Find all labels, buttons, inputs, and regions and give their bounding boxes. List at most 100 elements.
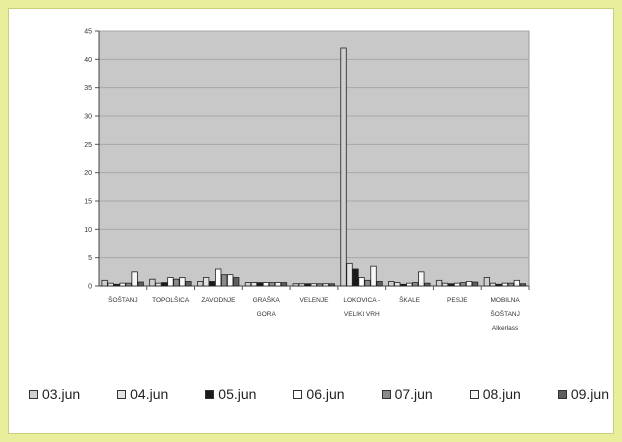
legend-item: 07.jun [381,386,433,402]
x-tick-label: ŠOŠTANJ [490,309,520,318]
y-tick-label: 45 [84,29,92,36]
bar [459,282,467,287]
bar [167,277,174,287]
bar [131,271,138,287]
legend-swatch [469,389,479,399]
x-tick-label: GORA [257,311,277,318]
bar [412,282,419,287]
y-tick-label: 40 [84,57,92,64]
bar [519,283,527,287]
legend-item: 03.jun [29,386,80,402]
x-tick-label: GRAŠKA [253,295,281,304]
bar [215,268,222,287]
bar [328,283,335,287]
legend-label: 05.jun [218,386,257,402]
bar [346,262,353,287]
bar [227,274,234,287]
bar [233,277,240,287]
bar [274,282,282,287]
bar [268,282,276,287]
x-tick-label: ŠKALE [399,295,421,304]
y-tick-label: 10 [84,227,92,234]
bar [119,282,126,287]
bar [316,283,323,287]
bar [471,281,479,287]
legend-label: 04.jun [130,386,169,402]
bar [513,279,521,287]
x-tick-label: VELENJE [300,297,330,304]
bar [155,282,162,287]
bar [113,283,120,287]
bar [179,277,186,287]
legend-swatch [205,389,215,399]
chart-panel: 0 5 10 15 20 25 30 35 40 45 ŠOŠTANJ TOPOLŠICA ZAVODN… [8,8,614,434]
bar [418,271,425,287]
bar [310,283,317,287]
bar [149,278,156,287]
bar [298,283,305,287]
bar [209,281,216,287]
y-tick-label: 5 [88,255,92,262]
bar-chart: 0 5 10 15 20 25 30 35 40 45 ŠOŠTANJ TOPOLŠICA ZAVODN… [84,29,530,332]
legend-swatch [293,389,303,399]
bar [501,282,509,287]
bar [107,282,114,287]
legend-label: 06.jun [306,386,345,402]
bar [400,283,407,287]
bar [388,281,395,287]
x-tick-label: TOPOLŠICA [152,295,190,304]
y-tick-label: 15 [84,199,92,206]
bar [447,283,455,287]
bar [364,279,371,287]
bar [221,274,228,287]
legend-swatch [29,389,38,399]
bar [244,282,252,287]
legend-item: 08.jun [469,386,521,402]
legend-label: 09.jun [570,386,609,402]
bar [507,282,515,287]
y-tick-label: 0 [88,284,92,291]
bar [125,282,132,287]
legend-swatch [117,389,127,399]
y-tick-label: 35 [84,85,92,92]
bar [394,282,401,287]
bar [441,282,449,287]
bar [406,282,413,287]
bar [495,283,503,287]
bar [101,279,108,287]
bar [489,282,497,287]
legend-swatch [381,389,391,399]
y-tick-label: 20 [84,170,92,177]
legend: 03.jun 04.jun 05.jun 06.jun 07.jun 08.jun 09.j… [29,374,609,414]
bar [304,283,311,287]
bar [250,282,258,287]
y-tick-label: 30 [84,114,92,121]
x-tick-label: VELIKI VRH [344,311,380,318]
bar [376,281,383,287]
x-tick-label: LOKOVICA - [343,297,380,304]
legend-item: 09.jun [557,386,609,402]
legend-label: 03.jun [42,386,81,402]
bar [161,282,168,287]
bar [358,277,365,287]
bar [256,282,264,287]
x-tick-label: Alkerlass [492,325,519,332]
legend-item: 05.jun [205,386,256,402]
bar [262,282,270,287]
y-tick-label: 25 [84,142,92,149]
plot-area [98,30,530,287]
legend-item: 06.jun [293,386,345,402]
legend-label: 07.jun [394,386,433,402]
bar [203,277,210,287]
x-tick-label: ŠOŠTANJ [108,295,138,304]
x-tick-label: MOBILNA [490,297,520,304]
bar [435,279,443,287]
bar [292,283,299,287]
bar [483,277,491,287]
bar [370,265,377,287]
bar [173,278,180,287]
bar [424,282,431,287]
bar [465,281,473,287]
x-tick-label: ZAVODNJE [201,297,236,304]
bar [280,282,288,287]
